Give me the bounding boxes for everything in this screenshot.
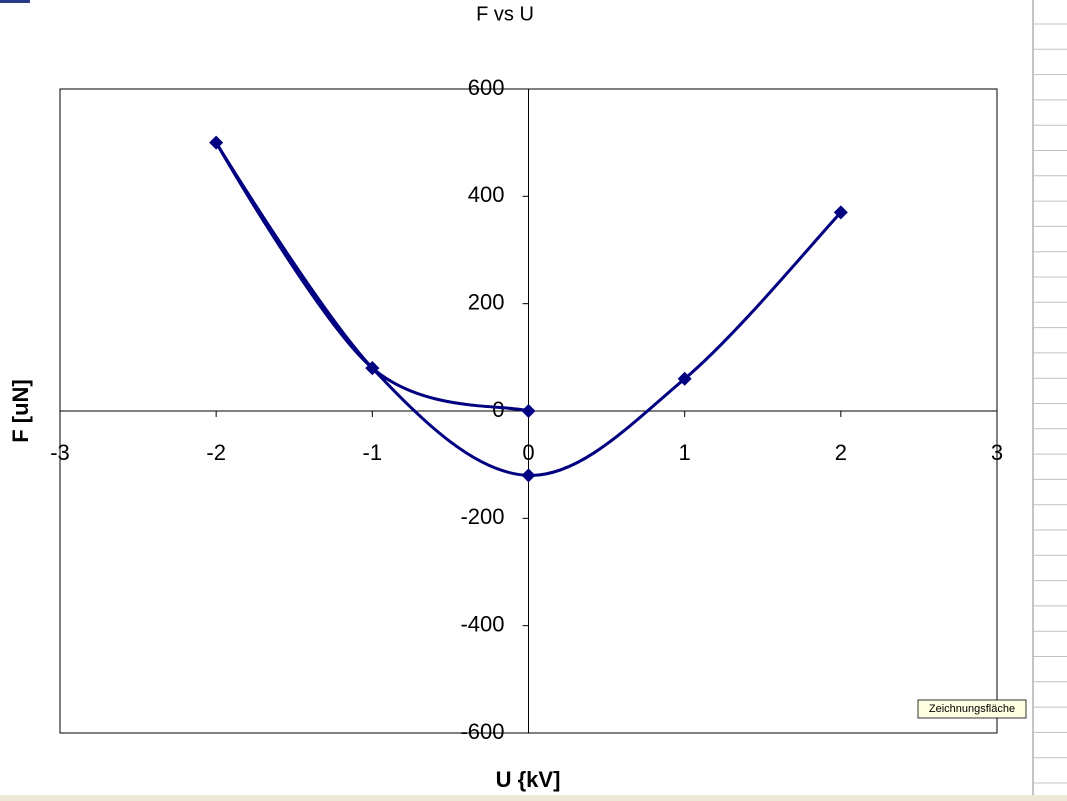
x-tick-label: -3 <box>50 440 70 465</box>
y-tick-label: -400 <box>460 611 504 636</box>
y-tick-label: 600 <box>468 75 505 100</box>
data-point <box>521 404 536 418</box>
sheet-rows <box>1033 23 1067 784</box>
y-tick-label: -600 <box>460 719 504 744</box>
y-axis-title: F [uN] <box>8 379 33 443</box>
x-tick-label: -1 <box>363 440 383 465</box>
x-axis-title: U {kV] <box>496 767 561 792</box>
chart-title: F vs U <box>476 3 534 25</box>
window-edge <box>0 0 30 3</box>
x-tick-label: 3 <box>991 440 1003 465</box>
tooltip-box <box>917 699 1027 719</box>
y-tick-label: 0 <box>492 397 504 422</box>
x-tick-label: 2 <box>835 440 847 465</box>
data-point <box>209 135 224 150</box>
data-point <box>677 371 692 386</box>
y-tick-label: 200 <box>468 289 505 314</box>
y-tick-label: -200 <box>460 504 504 529</box>
data-point <box>521 468 536 483</box>
x-tick-label: 0 <box>522 440 534 465</box>
y-tick-label: 400 <box>468 182 505 207</box>
x-tick-label: 1 <box>679 440 691 465</box>
data-point <box>833 205 848 220</box>
data-point <box>365 361 380 376</box>
x-tick-label: -2 <box>206 440 226 465</box>
tooltip: Zeichnungsfläche <box>917 699 1027 719</box>
tooltip-text: Zeichnungsfläche <box>929 703 1015 715</box>
status-bar <box>0 795 1067 801</box>
sheet-strip <box>1033 0 1067 801</box>
